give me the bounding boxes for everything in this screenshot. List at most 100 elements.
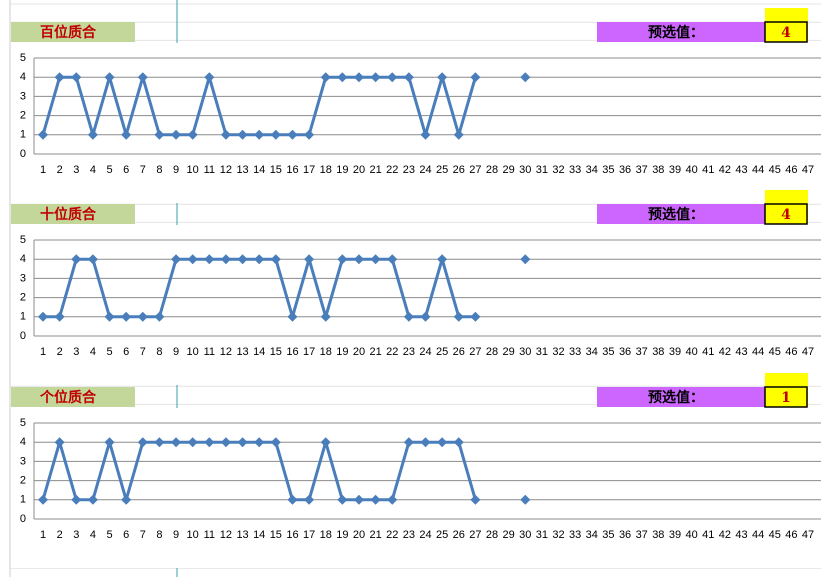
x-tick-label: 10 bbox=[187, 346, 199, 358]
point-marker bbox=[104, 311, 115, 322]
point-marker bbox=[87, 129, 98, 140]
point-marker bbox=[254, 129, 265, 140]
point-marker bbox=[470, 494, 481, 505]
x-tick-label: 43 bbox=[735, 346, 747, 358]
point-marker bbox=[320, 311, 331, 322]
x-tick-label: 33 bbox=[569, 529, 581, 541]
x-tick-label: 27 bbox=[469, 164, 481, 176]
x-tick-label: 15 bbox=[270, 164, 282, 176]
x-tick-label: 10 bbox=[187, 164, 199, 176]
point-marker bbox=[353, 494, 364, 505]
point-marker bbox=[353, 254, 364, 265]
x-tick-label: 18 bbox=[320, 529, 332, 541]
preselect-value: 4 bbox=[781, 25, 791, 41]
x-tick-label: 1 bbox=[40, 164, 46, 176]
x-tick-label: 5 bbox=[106, 164, 112, 176]
point-marker bbox=[71, 72, 82, 83]
x-tick-label: 27 bbox=[469, 346, 481, 358]
point-marker bbox=[370, 494, 381, 505]
point-marker bbox=[220, 129, 231, 140]
point-marker bbox=[171, 129, 182, 140]
point-marker bbox=[38, 129, 48, 140]
point-marker bbox=[237, 129, 248, 140]
point-marker bbox=[104, 72, 115, 83]
x-tick-label: 45 bbox=[769, 529, 781, 541]
point-marker bbox=[337, 494, 348, 505]
point-marker bbox=[437, 254, 448, 265]
y-tick-label: 3 bbox=[20, 455, 26, 467]
point-marker bbox=[220, 437, 231, 448]
y-tick-label: 4 bbox=[20, 71, 26, 83]
x-tick-label: 11 bbox=[204, 164, 215, 176]
x-tick-label: 39 bbox=[669, 164, 681, 176]
x-tick-label: 11 bbox=[204, 529, 215, 541]
x-tick-label: 41 bbox=[702, 346, 714, 358]
point-marker bbox=[270, 254, 281, 265]
x-tick-label: 21 bbox=[369, 529, 381, 541]
y-tick-label: 3 bbox=[20, 90, 26, 102]
preselect-label: 预选值： bbox=[648, 24, 704, 41]
x-tick-label: 30 bbox=[519, 346, 531, 358]
point-marker bbox=[137, 72, 148, 83]
x-tick-label: 34 bbox=[586, 346, 598, 358]
point-marker bbox=[187, 437, 198, 448]
chart-area bbox=[11, 408, 821, 568]
x-tick-label: 32 bbox=[552, 346, 564, 358]
x-tick-label: 31 bbox=[536, 346, 548, 358]
point-marker bbox=[370, 72, 381, 83]
point-marker bbox=[387, 72, 398, 83]
x-tick-label: 36 bbox=[619, 346, 631, 358]
x-tick-label: 15 bbox=[270, 346, 282, 358]
x-tick-label: 33 bbox=[569, 346, 581, 358]
x-tick-label: 37 bbox=[636, 164, 648, 176]
x-tick-label: 6 bbox=[123, 529, 129, 541]
x-tick-label: 7 bbox=[140, 346, 146, 358]
x-tick-label: 7 bbox=[140, 164, 146, 176]
point-marker bbox=[254, 254, 265, 265]
point-marker bbox=[121, 311, 132, 322]
x-tick-label: 6 bbox=[123, 346, 129, 358]
x-tick-label: 44 bbox=[752, 529, 764, 541]
preselect-value-cell bbox=[764, 21, 808, 43]
x-tick-label: 4 bbox=[90, 164, 96, 176]
x-tick-label: 32 bbox=[552, 164, 564, 176]
x-tick-label: 26 bbox=[453, 346, 465, 358]
y-tick-label: 0 bbox=[20, 148, 26, 160]
x-tick-label: 2 bbox=[57, 346, 63, 358]
x-tick-label: 40 bbox=[685, 529, 697, 541]
x-tick-label: 28 bbox=[486, 164, 498, 176]
x-tick-label: 37 bbox=[636, 529, 648, 541]
preselect-label: 预选值： bbox=[648, 389, 704, 406]
x-tick-label: 46 bbox=[785, 346, 797, 358]
x-tick-label: 42 bbox=[719, 529, 731, 541]
point-marker bbox=[154, 129, 165, 140]
x-tick-label: 4 bbox=[90, 346, 96, 358]
x-tick-label: 20 bbox=[353, 346, 365, 358]
x-tick-label: 8 bbox=[156, 346, 162, 358]
x-tick-label: 34 bbox=[586, 529, 598, 541]
point-marker bbox=[320, 72, 331, 83]
point-marker bbox=[187, 129, 198, 140]
x-tick-label: 19 bbox=[336, 346, 348, 358]
x-tick-label: 40 bbox=[685, 164, 697, 176]
x-tick-label: 17 bbox=[303, 346, 315, 358]
y-tick-label: 2 bbox=[20, 292, 26, 304]
x-tick-label: 32 bbox=[552, 529, 564, 541]
preselect-value: 1 bbox=[781, 390, 791, 406]
y-tick-label: 1 bbox=[20, 129, 26, 141]
point-marker bbox=[437, 437, 448, 448]
x-tick-label: 31 bbox=[536, 529, 548, 541]
point-marker bbox=[54, 72, 65, 83]
x-tick-label: 15 bbox=[270, 529, 282, 541]
x-tick-label: 23 bbox=[403, 346, 415, 358]
x-tick-label: 16 bbox=[286, 529, 298, 541]
x-tick-label: 11 bbox=[204, 346, 215, 358]
point-marker bbox=[121, 494, 132, 505]
x-tick-label: 25 bbox=[436, 164, 448, 176]
x-tick-label: 4 bbox=[90, 529, 96, 541]
point-marker bbox=[104, 437, 115, 448]
x-tick-label: 40 bbox=[685, 346, 697, 358]
y-tick-label: 2 bbox=[20, 110, 26, 122]
x-tick-label: 29 bbox=[503, 346, 515, 358]
x-tick-label: 13 bbox=[236, 529, 248, 541]
